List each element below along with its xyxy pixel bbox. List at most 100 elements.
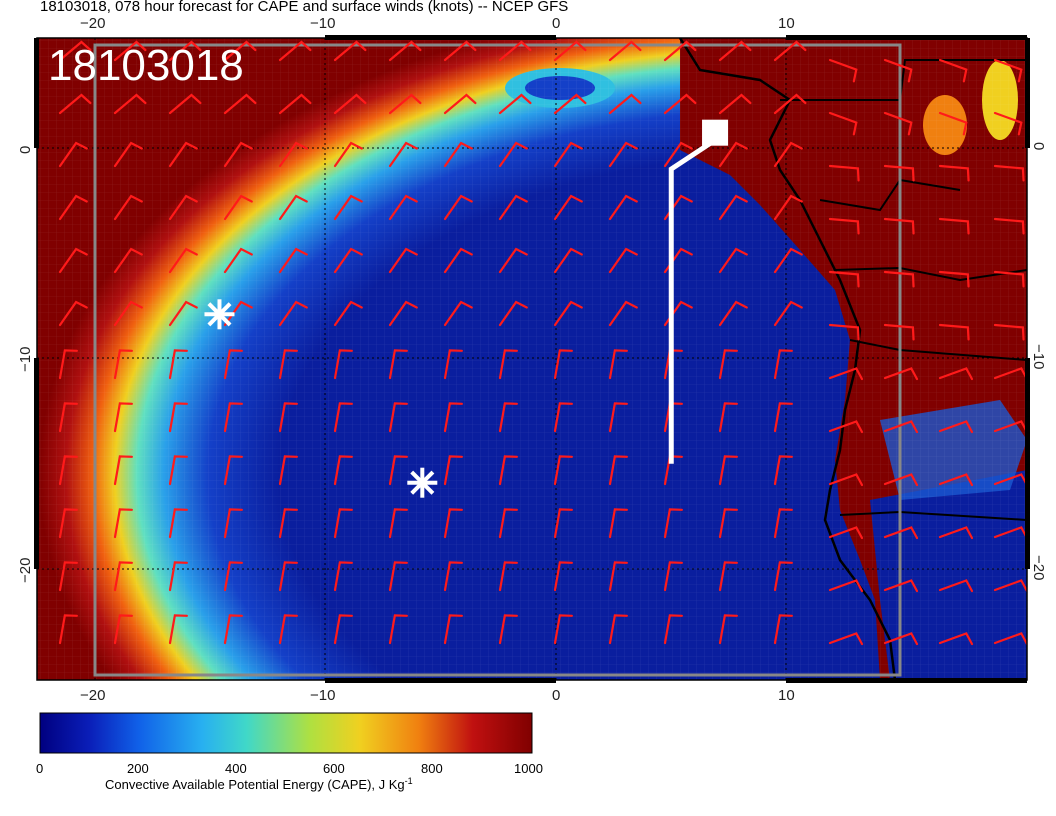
- wind-barb: [388, 349, 408, 380]
- wind-barb: [663, 141, 693, 168]
- asterisk-marker-2: [407, 467, 438, 498]
- date-stamp: 18103018: [48, 41, 244, 90]
- wind-barb: [553, 300, 583, 327]
- wind-barb: [168, 561, 188, 592]
- wind-barb: [113, 349, 133, 380]
- wind-barb: [663, 93, 697, 115]
- track-line: [668, 139, 715, 464]
- wind-barb: [113, 402, 133, 433]
- wind-barb: [223, 614, 243, 645]
- wind-barb: [938, 164, 970, 182]
- wind-barb: [883, 367, 919, 381]
- colorbar-tick-600: 600: [323, 761, 345, 776]
- wind-barb: [828, 420, 864, 434]
- wind-barb: [773, 561, 793, 592]
- wind-barb: [938, 632, 974, 646]
- top-tick-labels: −20 −10 0 10: [80, 15, 795, 32]
- bottom-tick-2: −10: [310, 687, 335, 704]
- wind-barb: [223, 508, 243, 539]
- wind-barb: [113, 93, 147, 115]
- wind-barb: [58, 247, 88, 274]
- wind-barb: [333, 194, 363, 221]
- asterisk-markers: [204, 299, 438, 498]
- wind-barb: [608, 561, 628, 592]
- wind-barb: [883, 420, 919, 434]
- wind-barb: [333, 614, 353, 645]
- wind-barb: [883, 164, 915, 182]
- wind-barb: [223, 247, 253, 274]
- wind-barb: [113, 508, 133, 539]
- right-tick-3: −20: [1030, 555, 1047, 580]
- wind-barb: [113, 141, 143, 168]
- wind-barb: [498, 300, 528, 327]
- wind-barb: [278, 93, 312, 115]
- wind-barb: [553, 614, 573, 645]
- wind-barb: [333, 349, 353, 380]
- wind-barb: [993, 579, 1027, 593]
- wind-barb: [498, 455, 518, 486]
- wind-barb: [773, 614, 793, 645]
- wind-barb: [58, 561, 78, 592]
- wind-barb: [223, 93, 257, 115]
- colorbar-tick-800: 800: [421, 761, 443, 776]
- wind-barb: [608, 614, 628, 645]
- wind-barb: [223, 300, 253, 327]
- wind-barb: [113, 455, 133, 486]
- wind-barb: [553, 194, 583, 221]
- wind-barb: [498, 561, 518, 592]
- wind-barb: [168, 455, 188, 486]
- track-end-square: [702, 119, 729, 146]
- wind-barb: [223, 194, 253, 221]
- wind-barb: [938, 367, 974, 381]
- bottom-tick-3: 0: [552, 687, 560, 704]
- wind-barb: [608, 194, 638, 221]
- wind-barb: [938, 217, 970, 235]
- wind-barb: [388, 194, 418, 221]
- wind-barb: [168, 508, 188, 539]
- wind-barb: [58, 93, 92, 115]
- wind-barb: [993, 323, 1025, 341]
- wind-barb: [663, 561, 683, 592]
- wind-barb: [443, 300, 473, 327]
- wind-barb: [443, 402, 463, 433]
- left-tick-1: 0: [17, 146, 34, 154]
- wind-barb: [168, 614, 188, 645]
- wind-barb: [498, 141, 528, 168]
- wind-barb: [443, 93, 477, 115]
- wind-barb: [608, 349, 628, 380]
- wind-barb: [443, 40, 477, 62]
- wind-barb: [993, 111, 1023, 136]
- colorbar-tick-1000: 1000: [514, 761, 543, 776]
- wind-barb: [498, 349, 518, 380]
- wind-barb: [223, 141, 253, 168]
- wind-barb: [553, 247, 583, 274]
- wind-barb: [113, 40, 147, 62]
- wind-barb: [883, 111, 913, 136]
- wind-barb: [718, 508, 738, 539]
- wind-barb: [168, 300, 198, 327]
- wind-barb: [168, 40, 202, 62]
- frame-bars: [34, 35, 1030, 683]
- wind-barb: [993, 217, 1025, 235]
- wind-barb: [938, 111, 968, 136]
- wind-barb: [828, 367, 864, 381]
- wind-barb: [278, 40, 312, 62]
- wind-barb: [443, 349, 463, 380]
- wind-barb: [828, 579, 864, 593]
- wind-barb: [553, 349, 573, 380]
- wind-barb: [608, 508, 628, 539]
- wind-barb: [608, 141, 638, 168]
- wind-barb: [773, 508, 793, 539]
- wind-barb: [663, 614, 683, 645]
- wind-barb: [58, 614, 78, 645]
- wind-barb: [828, 217, 860, 235]
- wind-barb: [938, 270, 970, 288]
- wind-barb: [278, 402, 298, 433]
- wind-barb: [993, 58, 1023, 83]
- wind-barb: [828, 473, 864, 487]
- wind-barb: [58, 402, 78, 433]
- wind-barb: [333, 247, 363, 274]
- borders: [780, 59, 1027, 521]
- wind-barb: [993, 270, 1025, 288]
- wind-barb: [388, 40, 422, 62]
